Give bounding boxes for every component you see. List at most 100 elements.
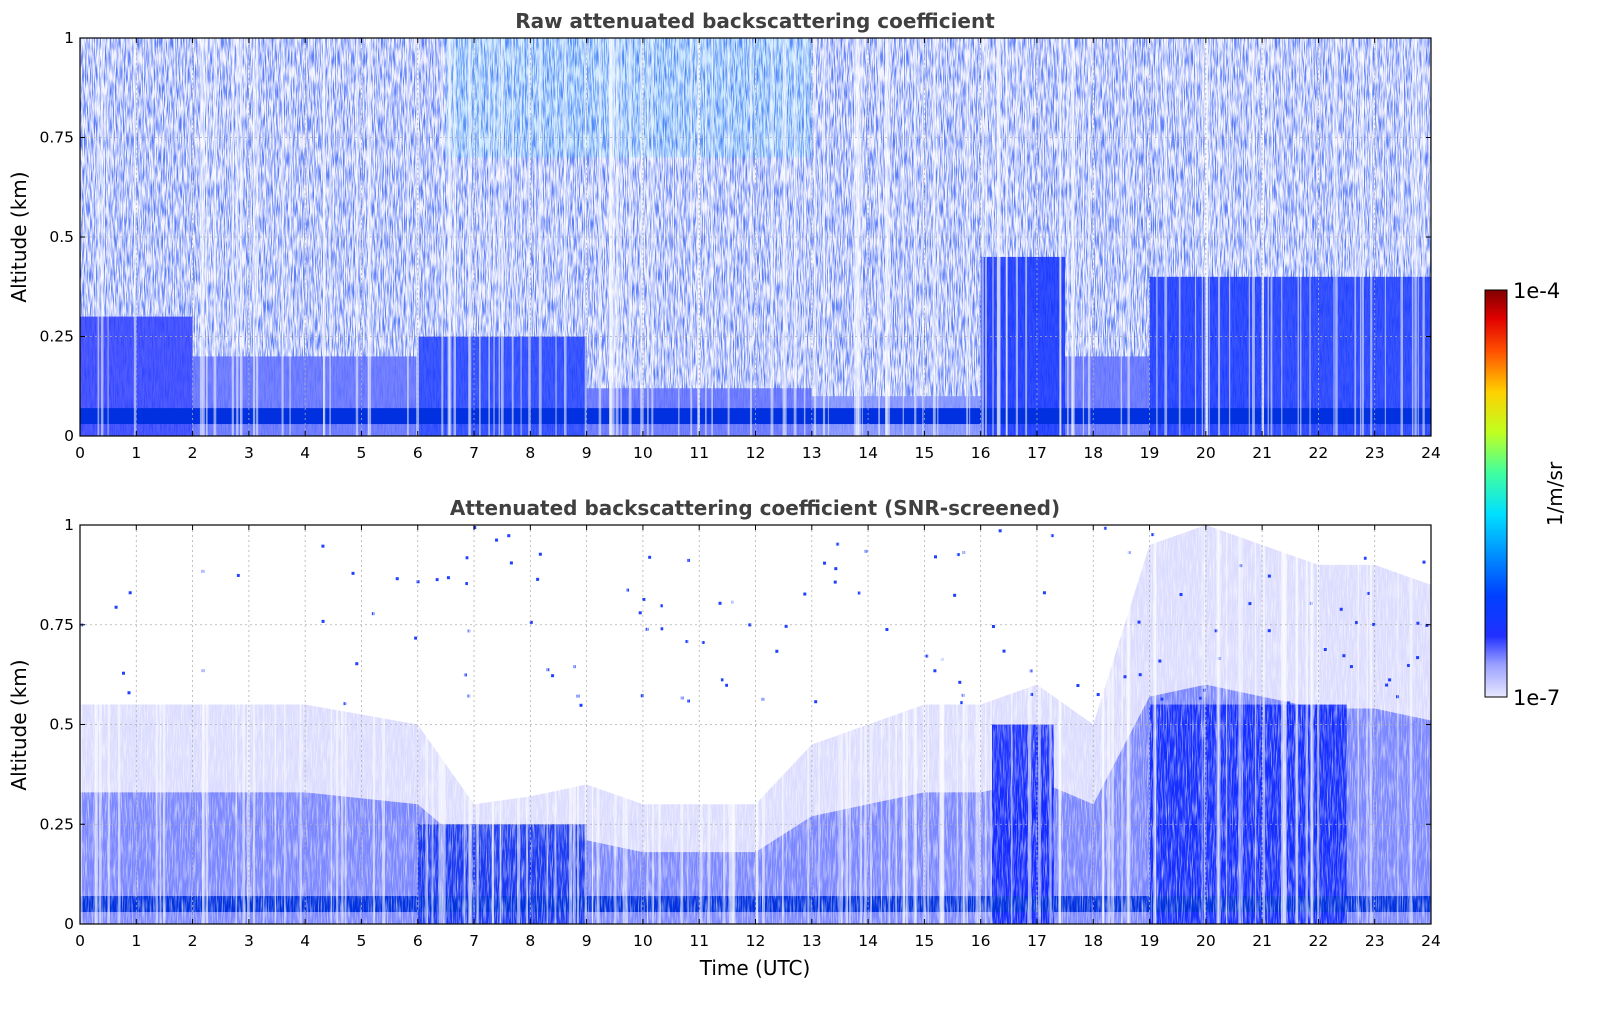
profile-gap (962, 525, 966, 924)
profile-gap (281, 38, 284, 436)
raw-y-axis-label: Altitude (km) (7, 171, 31, 302)
profile-gap (1127, 525, 1131, 924)
screened-speck (956, 553, 960, 557)
profile-gap (463, 525, 466, 924)
profile-gap (966, 38, 969, 436)
profile-gap (687, 525, 689, 924)
profile-gap (1238, 525, 1241, 924)
screened-speck (1030, 692, 1034, 696)
screened-speck (991, 624, 995, 628)
screened-speck (638, 611, 642, 615)
profile-gap (596, 525, 600, 924)
screened-speck (640, 694, 644, 698)
profile-gap (723, 525, 726, 924)
screened-speck (953, 593, 957, 597)
screened-speck (725, 683, 729, 687)
x-tick-label: 15 (915, 444, 935, 462)
screened-speck (659, 604, 663, 608)
profile-gap (468, 38, 470, 436)
screened-speck (857, 591, 861, 595)
profile-gap (807, 525, 810, 924)
profile-gap (162, 525, 166, 924)
x-tick-label: 21 (1252, 932, 1272, 950)
screened-speck (1372, 622, 1376, 626)
profile-gap (827, 38, 829, 436)
x-tick-label: 12 (746, 444, 766, 462)
profile-gap (416, 38, 420, 436)
profile-gap (1217, 38, 1221, 436)
profile-gap (468, 525, 471, 924)
profile-gap (493, 38, 495, 436)
profile-gap (1310, 525, 1314, 924)
profile-gap (441, 38, 444, 436)
profile-gap (438, 525, 442, 924)
screened-speck (1137, 620, 1141, 624)
profile-gap (1317, 525, 1320, 924)
screened-speck (933, 669, 937, 673)
screened-speck (814, 700, 818, 704)
profile-gap (501, 38, 504, 436)
profile-gap (996, 38, 998, 436)
profile-gap (1261, 38, 1265, 436)
x-tick-label: 10 (633, 932, 653, 950)
profile-gap (407, 38, 409, 436)
x-tick-label: 24 (1421, 932, 1441, 950)
screened-speck (775, 649, 779, 653)
profile-gap (202, 525, 205, 924)
profile-gap (323, 38, 326, 436)
profile-gap (118, 525, 121, 924)
x-tick-label: 7 (469, 444, 479, 462)
colorbar: 1e-4 1e-7 1/m/sr (1484, 279, 1567, 710)
x-tick-label: 8 (525, 932, 535, 950)
profile-gap (511, 38, 514, 436)
screened-speck (529, 620, 533, 624)
profile-gap (576, 525, 580, 924)
profile-gap (822, 38, 826, 436)
screened-speck (509, 561, 513, 565)
profile-gap (1262, 525, 1266, 924)
y-tick-label: 0.75 (39, 129, 74, 147)
profile-gap (969, 38, 971, 436)
screened-speck (1342, 654, 1346, 658)
screened-speck (784, 624, 788, 628)
profile-gap (1366, 525, 1368, 924)
screened-speck (1422, 560, 1426, 564)
screened-speck (958, 680, 962, 684)
screened-y-ticks: 0 0.25 0.5 0.75 1 (39, 516, 1431, 933)
screened-speck (686, 699, 690, 703)
x-tick-label: 1 (131, 444, 141, 462)
profile-gap (1208, 38, 1210, 436)
profile-gap (707, 525, 711, 924)
screened-speck (1366, 591, 1370, 595)
profile-gap (1282, 525, 1286, 924)
profile-gap (651, 38, 654, 436)
screened-speck (1160, 697, 1164, 701)
profile-gap (1201, 38, 1204, 436)
screened-speck (236, 573, 240, 577)
profile-gap (858, 38, 861, 436)
profile-gap (651, 525, 654, 924)
profile-gap (1411, 38, 1414, 436)
screened-speck (934, 555, 938, 559)
profile-gap (966, 525, 968, 924)
screened-speck (960, 701, 964, 705)
profile-gap (1357, 525, 1359, 924)
y-tick-label: 0.75 (39, 616, 74, 634)
profile-gap (878, 38, 880, 436)
x-tick-label: 18 (1083, 444, 1103, 462)
screened-speck (446, 576, 450, 580)
profile-gap (1127, 38, 1130, 436)
screened-speck (834, 567, 838, 571)
profile-gap (476, 525, 479, 924)
profile-gap (932, 38, 936, 436)
screened-speck (925, 654, 929, 658)
screened-speck (1214, 629, 1218, 633)
colorbar-unit-label: 1/m/sr (1543, 461, 1567, 526)
screened-speck (536, 577, 540, 581)
raw-y-ticks: 0 0.25 0.5 0.75 1 (39, 29, 1431, 445)
screened-speck (1416, 621, 1420, 625)
profile-gap (1297, 38, 1299, 436)
profile-gap (927, 525, 929, 924)
x-tick-label: 12 (746, 932, 766, 950)
profile-gap (372, 525, 375, 924)
